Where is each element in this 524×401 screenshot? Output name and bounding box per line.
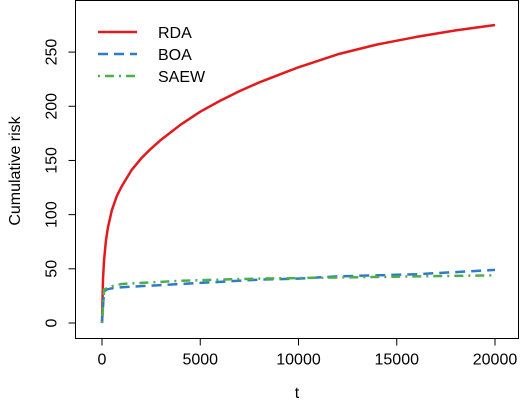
series-line-saew: [100, 274, 496, 324]
plot-frame: [75, 0, 519, 339]
y-axis: 0 50 100 150 200 250: [44, 39, 76, 327]
x-tick-label: 15000: [375, 352, 420, 369]
x-tick-label: 0: [98, 352, 107, 369]
x-tick-label: 20000: [473, 352, 518, 369]
x-tick-label: 5000: [182, 352, 218, 369]
x-tick-label: 10000: [276, 352, 321, 369]
x-axis: 0 5000 10000 15000 20000: [98, 338, 518, 369]
legend-label-saew: SAEW: [158, 69, 206, 86]
legend-label-rda: RDA: [158, 25, 192, 42]
y-tick-label: 100: [44, 201, 61, 228]
x-axis-label: t: [295, 385, 300, 401]
y-tick-label: 0: [44, 318, 61, 327]
series-layer: [100, 23, 496, 324]
series-line-boa: [100, 268, 496, 324]
y-tick-label: 250: [44, 39, 61, 66]
legend-label-boa: BOA: [158, 47, 192, 64]
y-tick-label: 50: [44, 260, 61, 278]
y-axis-label: Cumulative risk: [7, 115, 24, 225]
legend: RDA BOA SAEW: [98, 25, 206, 86]
y-tick-label: 150: [44, 147, 61, 174]
y-tick-label: 200: [44, 93, 61, 120]
series-line-rda: [100, 23, 496, 324]
